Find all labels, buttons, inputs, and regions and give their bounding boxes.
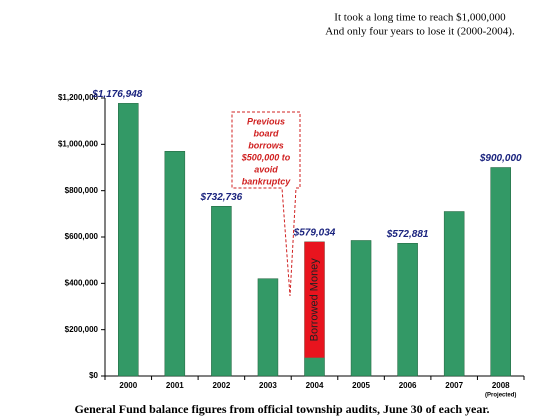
- y-tick-label: $0: [89, 371, 98, 380]
- callout-text: avoid: [254, 164, 278, 174]
- y-tick-label: $1,000,000: [58, 139, 99, 148]
- bar: [211, 205, 232, 377]
- x-tick-label: 2003: [259, 381, 277, 390]
- bar: [350, 240, 372, 377]
- bar: [164, 151, 186, 377]
- callout-text: borrows: [248, 140, 284, 150]
- bar: [397, 243, 418, 377]
- x-tick-label: 2006: [399, 381, 417, 390]
- y-tick-label: $1,200,000: [58, 93, 99, 102]
- x-tick-label: 2005: [352, 381, 370, 390]
- borrowed-label: Borrowed Money: [308, 258, 320, 342]
- y-tick-label: $800,000: [65, 186, 99, 195]
- x-tick-label: 2001: [166, 381, 184, 390]
- y-tick-label: $200,000: [65, 325, 99, 334]
- x-tick-label: 2002: [212, 381, 230, 390]
- value-label: $732,736: [200, 192, 243, 203]
- x-tick-label: 2004: [306, 381, 324, 390]
- bar: [118, 103, 139, 377]
- category-note: (Projected): [485, 393, 516, 399]
- x-tick-label: 2007: [445, 381, 463, 390]
- bar: [257, 278, 279, 377]
- x-tick-label: 2008: [492, 381, 510, 390]
- callout-text: Previous: [247, 116, 285, 126]
- value-label: $900,000: [479, 153, 522, 164]
- value-label: $1,176,948: [91, 89, 142, 100]
- value-label: $572,881: [386, 229, 429, 240]
- y-tick-label: $400,000: [65, 278, 99, 287]
- value-label: $579,034: [293, 227, 336, 238]
- callout-text: $500,000 to: [241, 152, 291, 162]
- callout-text: board: [253, 128, 279, 138]
- borrowed-segment: [304, 241, 325, 358]
- x-tick-label: 2000: [119, 381, 137, 390]
- bar: [443, 211, 465, 377]
- caption: General Fund balance figures from offici…: [74, 402, 489, 416]
- callout-box: [231, 111, 301, 297]
- y-tick-label: $600,000: [65, 232, 99, 241]
- callout-text: bankruptcy: [242, 176, 292, 186]
- title-line: It took a long time to reach $1,000,000: [334, 12, 506, 24]
- bar: [490, 167, 511, 377]
- title-line: And only four years to lose it (2000-200…: [325, 26, 515, 38]
